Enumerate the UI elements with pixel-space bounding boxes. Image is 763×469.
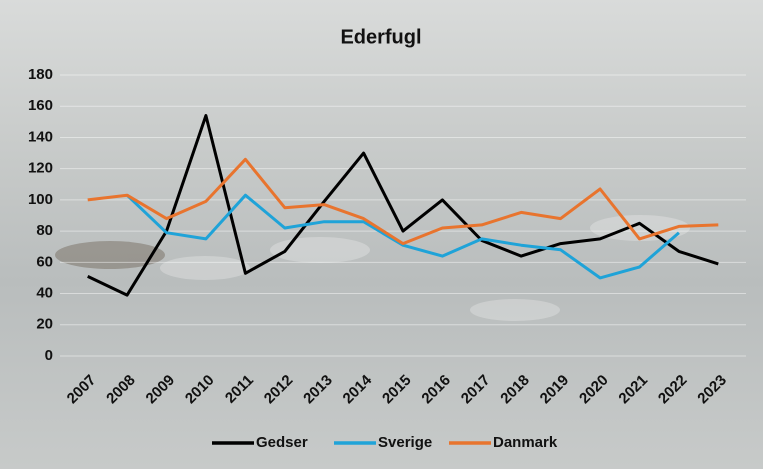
y-tick-label: 80 — [36, 222, 53, 239]
series-line — [126, 193, 680, 280]
y-tick-label: 120 — [28, 160, 53, 177]
y-tick-label: 180 — [28, 66, 53, 83]
y-tick-label: 140 — [28, 128, 53, 145]
y-tick-label: 100 — [28, 191, 53, 208]
duck-photo — [55, 215, 690, 321]
series-line — [87, 114, 719, 297]
y-tick-label: 40 — [36, 285, 53, 302]
y-tick-label: 20 — [36, 316, 53, 333]
y-tick-label: 60 — [36, 253, 53, 270]
series-line — [87, 157, 719, 246]
legend-label: Gedser — [256, 434, 308, 451]
y-tick-label: 160 — [28, 97, 53, 114]
legend-label: Sverige — [378, 434, 432, 451]
chart-title: Ederfugl — [340, 26, 421, 48]
legend-label: Danmark — [493, 434, 558, 451]
y-tick-label: 0 — [45, 347, 53, 364]
